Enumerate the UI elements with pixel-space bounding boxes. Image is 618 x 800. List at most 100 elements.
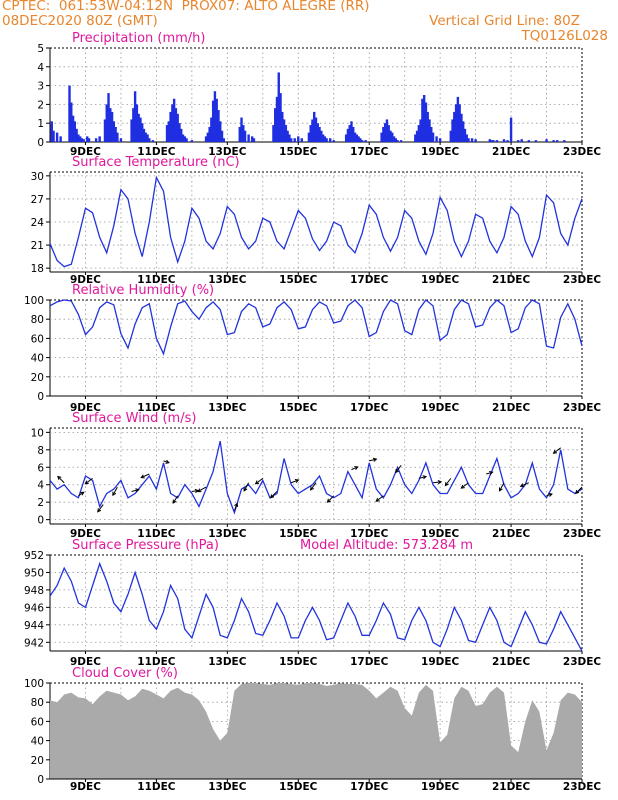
precip-bar <box>300 138 304 142</box>
cloud-xtick-label: 17DEC <box>350 781 389 793</box>
precip-bar <box>460 113 463 142</box>
precip-bar <box>174 108 178 142</box>
wind-vector <box>553 447 562 454</box>
precip-bar <box>107 93 110 142</box>
temperature-xtick-label: 19DEC <box>421 274 460 286</box>
header-date: 08DEC2020 80Z (GMT) <box>2 13 158 29</box>
wind-vector <box>290 479 299 484</box>
wind-vector-head <box>254 480 260 485</box>
wind-vector-head <box>498 487 503 492</box>
wind-vector <box>112 486 118 496</box>
precip-bar <box>313 111 316 142</box>
precip-bar <box>86 136 89 142</box>
precip-bar <box>87 138 91 142</box>
pressure-ytick-label: 950 <box>24 567 44 579</box>
precipitation-xtick-label: 19DEC <box>421 146 460 158</box>
temperature-title: Surface Temperature (nC) <box>72 155 240 170</box>
precip-bar <box>492 140 495 142</box>
precip-bar <box>210 117 213 142</box>
header-run-id: TQ0126L028 <box>521 28 608 44</box>
wind-ytick-label: 4 <box>37 480 44 492</box>
wind-vector-head <box>326 498 331 503</box>
wind-vector-head <box>234 502 239 507</box>
precip-bar <box>247 134 250 142</box>
wind-xtick-label: 11DEC <box>137 528 176 540</box>
wind-vector <box>310 482 317 491</box>
precip-bar <box>181 134 185 142</box>
temperature-ytick-label: 27 <box>31 194 44 206</box>
wind-xtick-label: 15DEC <box>279 528 318 540</box>
cloud-ytick-label: 80 <box>31 697 44 709</box>
precip-bar <box>359 138 362 142</box>
wind-vector <box>172 495 179 504</box>
pressure-ytick-label: 948 <box>24 585 44 597</box>
pressure-annotation: Model Altitude: 573.284 m <box>300 538 473 553</box>
precip-bar <box>463 128 467 142</box>
precip-bar <box>52 130 55 142</box>
precip-bar <box>355 134 358 142</box>
precip-bar <box>286 130 289 142</box>
precip-bar <box>428 119 431 142</box>
precip-bar <box>417 125 421 142</box>
precip-bar <box>167 121 171 142</box>
precip-bar <box>352 126 355 142</box>
wind-vector <box>327 495 335 503</box>
cloud-xtick-label: 23DEC <box>563 781 602 793</box>
precip-bar <box>346 128 350 142</box>
precip-bar <box>59 136 62 142</box>
precip-bar <box>213 91 217 142</box>
temperature-series-line <box>49 175 583 268</box>
wind-vector-head <box>112 491 117 497</box>
pressure-panel: 942 944 946 948 950 952 9DEC 11DEC 13DEC 15DEC 17D… <box>24 538 601 668</box>
cloud-ytick-label: 20 <box>31 755 44 767</box>
precip-bar <box>311 119 314 142</box>
wind-vector-head <box>552 449 558 454</box>
humidity-ytick-label: 40 <box>31 353 44 365</box>
precip-bar <box>250 136 254 142</box>
pressure-ytick-label: 952 <box>24 550 44 562</box>
precip-bar <box>78 136 82 142</box>
precip-bar <box>495 140 499 142</box>
cloud-xtick-label: 13DEC <box>208 781 247 793</box>
precip-bar <box>453 111 456 142</box>
precip-bar <box>71 115 75 142</box>
precip-bar <box>430 126 433 142</box>
precip-bar <box>144 132 147 142</box>
wind-vector <box>395 464 402 473</box>
wind-vector <box>351 466 358 471</box>
wind-vector-head <box>135 488 140 493</box>
wind-vector <box>375 495 384 502</box>
humidity-panel: 0 20 40 60 80 100 9DEC 11DEC 13DEC 15DEC 17DEC 19DE… <box>24 283 601 414</box>
precip-bar <box>112 121 116 142</box>
humidity-ytick-label: 60 <box>31 333 44 345</box>
cloud-ytick-label: 40 <box>31 736 44 748</box>
precip-bar <box>130 119 133 142</box>
precipitation-ytick-label: 5 <box>37 43 44 55</box>
wind-ytick-label: 0 <box>37 515 44 527</box>
wind-vector-head <box>444 482 449 487</box>
humidity-ytick-label: 0 <box>37 391 44 403</box>
precipitation-xtick-label: 15DEC <box>279 146 318 158</box>
wind-vector-head <box>243 487 248 492</box>
precip-bar <box>380 132 383 142</box>
precip-bar <box>148 138 151 142</box>
precip-bar <box>217 110 220 142</box>
cloud-panel: 0 20 40 60 80 100 9DEC 11DEC 13DEC 15DEC 17DEC 19DE… <box>24 666 601 793</box>
wind-xtick-label: 21DEC <box>492 528 531 540</box>
pressure-xtick-label: 13DEC <box>208 656 247 668</box>
precip-bar <box>383 123 387 142</box>
wind-vector <box>197 486 207 493</box>
wind-vector <box>141 473 150 479</box>
precip-bar <box>438 138 442 142</box>
wind-vector <box>85 477 93 485</box>
precip-bar <box>520 139 523 142</box>
precip-bar <box>451 119 454 142</box>
precip-bar <box>274 108 277 142</box>
precip-bar <box>419 119 422 142</box>
wind-vector <box>444 478 452 486</box>
precip-bar <box>332 140 335 142</box>
precip-bar <box>364 140 367 142</box>
wind-vector <box>233 503 238 511</box>
wind-vector <box>270 491 278 499</box>
cloud-ytick-label: 60 <box>31 716 44 728</box>
